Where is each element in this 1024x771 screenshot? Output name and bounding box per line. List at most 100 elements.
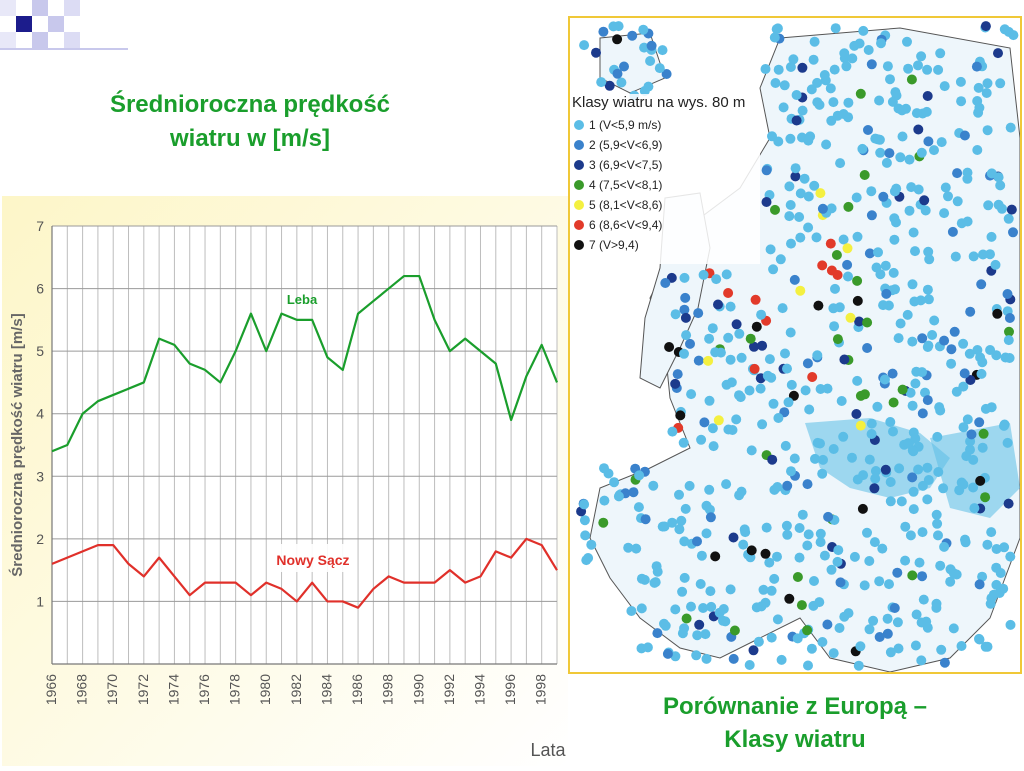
series-line-leba — [51, 274, 559, 453]
station-dot — [767, 454, 778, 465]
x-tick-label: 1998 — [380, 674, 396, 705]
station-dot — [916, 655, 927, 666]
station-dot — [581, 555, 592, 566]
station-dot — [864, 624, 875, 635]
station-dot — [738, 539, 749, 550]
map-legend-item: 5 (8,1<V<8,6) — [574, 198, 662, 214]
station-dot — [875, 147, 886, 158]
station-dot — [841, 61, 852, 72]
station-dot — [679, 348, 689, 359]
station-dot — [910, 378, 921, 389]
station-dot — [794, 212, 805, 222]
station-dot — [750, 294, 761, 305]
station-dot — [791, 90, 802, 100]
station-dot — [652, 628, 663, 639]
x-axis-label: Lata — [530, 740, 566, 760]
station-dot — [753, 636, 764, 647]
station-dot — [939, 208, 950, 219]
station-dot — [797, 62, 808, 73]
corner-square — [32, 0, 48, 16]
station-dot — [746, 445, 757, 456]
station-dot — [794, 523, 805, 533]
station-dot — [670, 378, 681, 389]
station-dot — [803, 135, 814, 146]
station-dot — [885, 496, 896, 507]
station-dot — [823, 511, 834, 522]
series-label-leba: Leba — [287, 292, 318, 307]
station-dot — [897, 384, 908, 395]
station-dot — [982, 125, 993, 136]
station-dot — [803, 529, 814, 540]
station-dot — [878, 300, 889, 311]
station-dot — [785, 327, 796, 338]
station-dot — [959, 130, 970, 141]
station-dot — [938, 483, 949, 494]
station-dot — [744, 385, 755, 396]
station-dot — [835, 158, 846, 169]
station-dot — [772, 551, 782, 562]
station-dot — [885, 477, 896, 487]
station-dot — [893, 643, 904, 654]
station-dot — [973, 82, 984, 93]
x-tick-label: 1984 — [318, 674, 334, 705]
x-tick-label: 1978 — [227, 674, 243, 705]
station-dot — [811, 232, 822, 243]
legend-dot-icon — [574, 240, 584, 250]
station-dot — [749, 341, 759, 352]
station-dot — [907, 570, 918, 581]
station-dot — [748, 645, 759, 656]
station-dot — [936, 644, 947, 655]
station-dot — [698, 603, 709, 613]
station-dot — [889, 186, 900, 197]
station-dot — [691, 650, 702, 661]
station-dot — [864, 248, 875, 259]
station-dot — [686, 389, 697, 400]
station-dot — [916, 147, 927, 158]
station-dot — [993, 199, 1004, 210]
station-dot — [782, 480, 793, 491]
station-dot — [986, 527, 997, 538]
station-dot — [680, 312, 691, 323]
station-dot — [931, 509, 942, 520]
station-dot — [922, 284, 933, 295]
map-legend-title: Klasy wiatru na wys. 80 m — [572, 94, 746, 111]
station-dot — [888, 426, 898, 437]
station-dot — [977, 442, 988, 453]
station-dot — [922, 622, 933, 633]
station-dot — [922, 395, 933, 406]
station-dot — [934, 402, 945, 413]
station-dot — [847, 452, 857, 463]
station-dot — [943, 191, 953, 202]
station-dot — [692, 536, 702, 547]
station-dot — [917, 527, 928, 538]
corner-square — [32, 32, 48, 48]
station-dot — [694, 619, 705, 630]
station-dot — [909, 296, 920, 307]
station-dot — [795, 188, 806, 199]
map-legend-item: 7 (V>9,4) — [574, 238, 639, 254]
y-tick-labels: 1 2 3 4 5 6 7 — [36, 218, 44, 609]
station-dot — [880, 464, 891, 475]
station-dot — [908, 486, 919, 497]
station-dot — [701, 653, 712, 664]
station-dot — [843, 608, 854, 619]
station-dot — [986, 231, 997, 242]
station-dot — [884, 148, 895, 159]
station-dot — [882, 628, 893, 639]
station-dot — [842, 243, 853, 254]
station-dot — [646, 40, 657, 51]
station-dot — [939, 335, 950, 346]
station-dot — [903, 63, 914, 74]
station-dot — [913, 464, 924, 475]
station-dot — [1006, 204, 1017, 215]
station-dot — [964, 348, 975, 359]
station-dot — [866, 59, 877, 70]
station-dot — [911, 609, 922, 620]
station-dot — [958, 479, 969, 490]
station-dot — [761, 522, 772, 533]
station-dot — [869, 483, 880, 494]
station-dot — [628, 487, 639, 498]
station-dot — [946, 344, 957, 355]
station-dot — [579, 499, 590, 510]
station-dot — [806, 643, 817, 654]
